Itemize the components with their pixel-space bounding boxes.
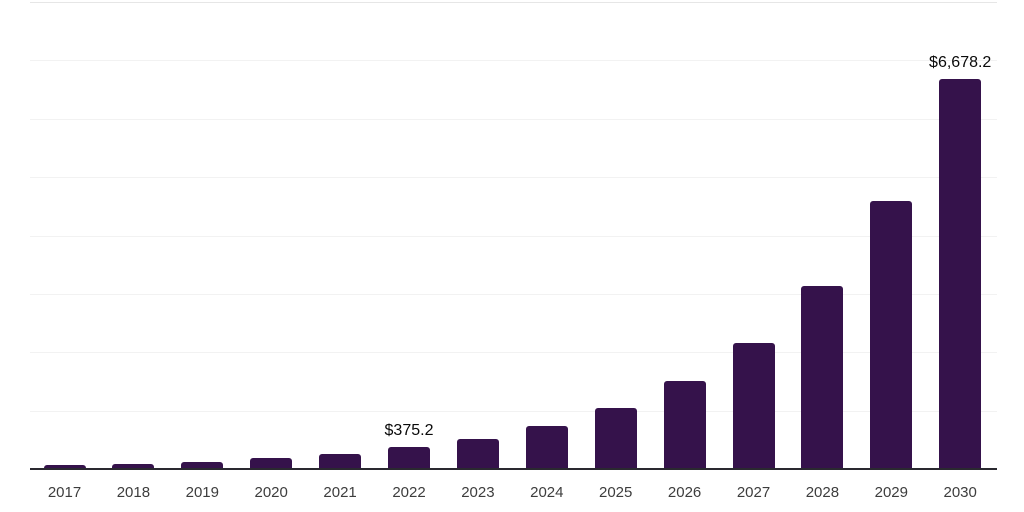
x-tick-2026: 2026	[667, 484, 702, 501]
gridline-8000	[30, 2, 997, 3]
gridline-3000	[30, 293, 997, 295]
gridline-5000	[30, 177, 997, 179]
x-tick-2023: 2023	[461, 484, 495, 501]
bar-2019	[181, 461, 224, 469]
bar-2030	[939, 79, 982, 469]
gridline-4000	[30, 235, 997, 237]
x-tick-2022: 2022	[392, 484, 426, 501]
x-tick-2021: 2021	[323, 484, 357, 501]
value-label-2030: $6,678.2	[929, 54, 992, 72]
bar-2022	[388, 447, 430, 469]
x-tick-2028: 2028	[805, 484, 840, 501]
x-tick-2030: 2030	[943, 484, 977, 501]
gridline-1000	[30, 410, 997, 412]
value-label-2022: $375.2	[384, 422, 434, 440]
bar-2029	[870, 201, 913, 469]
x-axis-line	[30, 468, 997, 470]
x-tick-2018: 2018	[116, 484, 151, 501]
x-tick-2024: 2024	[530, 484, 564, 501]
gridline-6000	[30, 118, 997, 120]
bar-2020	[250, 458, 293, 469]
gridline-2000	[30, 352, 997, 354]
x-tick-2029: 2029	[874, 484, 908, 501]
bar-2023	[456, 438, 499, 469]
x-tick-2019: 2019	[185, 484, 219, 501]
bar-2018	[112, 463, 155, 469]
bar-2027	[732, 342, 775, 469]
bar-2028	[801, 285, 844, 469]
bar-2025	[594, 407, 637, 469]
x-tick-2025: 2025	[599, 484, 633, 501]
x-tick-2027: 2027	[736, 484, 771, 501]
bar-2017	[43, 465, 86, 469]
x-tick-2017: 2017	[47, 484, 82, 501]
x-tick-2020: 2020	[254, 484, 288, 501]
gridline-7000	[30, 60, 997, 62]
bar-2024	[525, 425, 568, 469]
bar-2021	[319, 453, 362, 469]
bar-2026	[663, 380, 706, 469]
